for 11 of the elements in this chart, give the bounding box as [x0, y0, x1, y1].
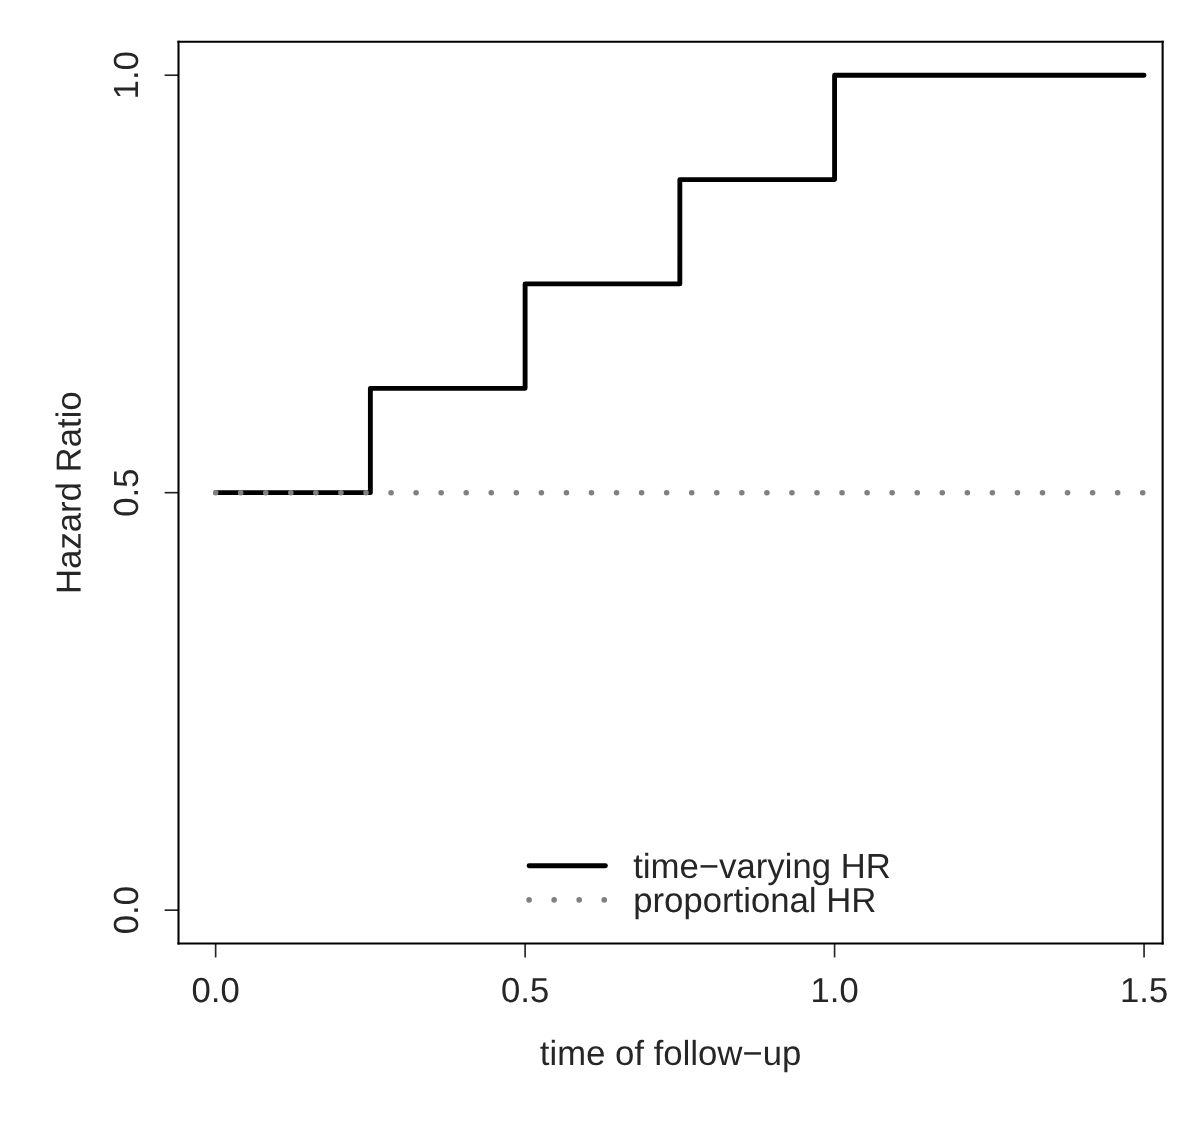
x-tick-label: 0.0 — [192, 977, 239, 1003]
x-tick-label: 1.0 — [813, 977, 858, 1003]
x-tick-label: 1.5 — [1122, 978, 1167, 1003]
x-tick-label: 0.5 — [502, 977, 548, 1003]
y-axis-title: Hazard Ratio — [55, 392, 81, 592]
legend-label: time−varying HR — [633, 852, 890, 886]
y-tick-label: 0.0 — [113, 887, 139, 933]
legend-label: proportional HR — [635, 886, 875, 920]
y-tick-label: 0.5 — [113, 470, 139, 516]
y-tick-label: 1.0 — [113, 52, 139, 97]
x-axis-title: time of follow−up — [540, 1039, 800, 1073]
